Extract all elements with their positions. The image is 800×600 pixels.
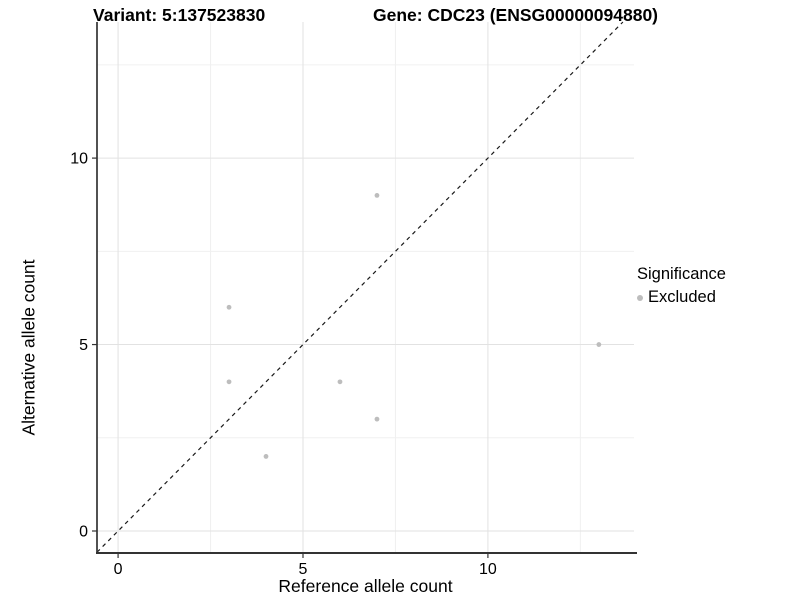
x-tick-label: 10 (479, 561, 497, 578)
data-point (226, 379, 232, 385)
legend: Significance Excluded (637, 265, 726, 307)
x-axis-title: Reference allele count (278, 576, 453, 596)
data-point (226, 304, 232, 310)
excluded-point-icon (637, 294, 643, 301)
y-tick-label: 5 (79, 337, 88, 354)
variant-title: Variant: 5:137523830 (93, 5, 266, 25)
y-tick-label: 0 (79, 523, 88, 540)
x-tick-label: 5 (299, 561, 308, 578)
y-tick-label: 10 (70, 151, 88, 168)
data-point (596, 342, 602, 347)
y-axis-title: Alternative allele count (18, 259, 39, 436)
data-point (374, 192, 380, 198)
data-point (263, 454, 269, 459)
data-point (337, 379, 343, 385)
data-point (374, 416, 380, 422)
legend-entry-label: Excluded (648, 288, 716, 306)
legend-entry-excluded: Excluded (637, 288, 726, 307)
identity-dashed-line (96, 21, 624, 553)
legend-title: Significance (637, 265, 726, 283)
x-tick-label: 0 (114, 561, 123, 578)
gene-title: Gene: CDC23 (ENSG00000094880) (373, 5, 659, 25)
